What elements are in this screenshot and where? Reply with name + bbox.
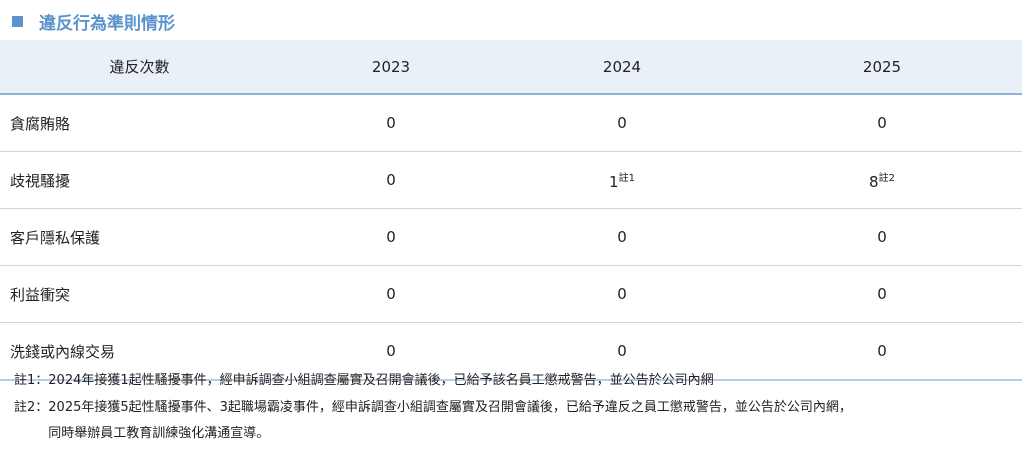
note-text: 同時舉辦員工教育訓練強化溝通宣導。 bbox=[48, 426, 270, 441]
row-label: 洗錢或內線交易 bbox=[0, 322, 280, 381]
note-text: 2025年接獲5起性騷擾事件、3起職場霸凌事件，經申訴調查小組調查屬實及召開會議… bbox=[48, 399, 852, 415]
row-label: 貪腐賄賂 bbox=[0, 94, 280, 152]
note-ref: 註2 bbox=[878, 173, 895, 184]
table-cell: 0 bbox=[502, 322, 742, 381]
row-label: 歧視騷擾 bbox=[0, 151, 280, 209]
table-cell: 8註2 bbox=[742, 151, 1022, 209]
table-row: 洗錢或內線交易 0 0 0 bbox=[0, 322, 1022, 381]
note-text: 2024年接獲1起性騷擾事件，經申訴調查小組調查屬實及召開會議後，已給予該名員工… bbox=[48, 373, 714, 388]
note-label: 註1： bbox=[14, 373, 49, 388]
row-label: 客戶隱私保護 bbox=[0, 208, 280, 266]
row-label: 利益衝突 bbox=[0, 265, 280, 323]
cell-value: 8 bbox=[869, 173, 879, 191]
notes: 註1： 2024年接獲1起性騷擾事件，經申訴調查小組調查屬實及召開會議後，已給予該… bbox=[14, 368, 852, 448]
table-cell: 0 bbox=[280, 94, 502, 152]
violation-table: 違反次數 2023 2024 2025 貪腐賄賂 0 0 0 歧視騷擾 0 1註1 8註2 客戶隱私保… bbox=[0, 40, 1022, 381]
table-cell: 0 bbox=[742, 94, 1022, 152]
title-text: 違反行為準則情形 bbox=[39, 13, 175, 34]
table-row: 利益衝突 0 0 0 bbox=[0, 265, 1022, 323]
title-icon bbox=[12, 15, 23, 27]
note-ref: 註1 bbox=[618, 173, 635, 184]
table-cell: 0 bbox=[280, 151, 502, 209]
table-cell: 0 bbox=[502, 265, 742, 323]
cell-value: 1 bbox=[609, 173, 619, 191]
table-cell: 0 bbox=[742, 322, 1022, 381]
note: 註1： 2024年接獲1起性騷擾事件，經申訴調查小組調查屬實及召開會議後，已給予該… bbox=[14, 368, 852, 395]
table-cell: 0 bbox=[742, 265, 1022, 323]
header-row: 違反次數 2023 2024 2025 bbox=[0, 40, 1022, 95]
column-header: 2025 bbox=[742, 40, 1022, 95]
note-lines: 2024年接獲1起性騷擾事件，經申訴調查小組調查屬實及召開會議後，已給予該名員工… bbox=[48, 368, 713, 395]
table-cell: 0 bbox=[742, 208, 1022, 266]
note: 註2： 2025年接獲5起性騷擾事件、3起職場霸凌事件，經申訴調查小組調查屬實及召… bbox=[14, 395, 852, 448]
table-cell: 0 bbox=[280, 322, 502, 381]
table-cell: 0 bbox=[502, 94, 742, 152]
note-lines: 2025年接獲5起性騷擾事件、3起職場霸凌事件，經申訴調查小組調查屬實及召開會議… bbox=[48, 395, 852, 448]
table-cell: 1註1 bbox=[502, 151, 742, 209]
column-header: 2024 bbox=[502, 40, 742, 95]
note-label: 註2： bbox=[14, 399, 49, 415]
table-cell: 0 bbox=[280, 208, 502, 266]
table-row: 歧視騷擾 0 1註1 8註2 bbox=[0, 151, 1022, 209]
table-cell: 0 bbox=[280, 265, 502, 323]
column-header: 2023 bbox=[280, 40, 502, 95]
column-header: 違反次數 bbox=[0, 40, 280, 95]
section-title: 違反行為準則情形 bbox=[12, 8, 175, 34]
table-row: 貪腐賄賂 0 0 0 bbox=[0, 94, 1022, 152]
table-body: 貪腐賄賂 0 0 0 歧視騷擾 0 1註1 8註2 客戶隱私保護 0 0 0 利益衝突 0 0 0 洗錢或內線交… bbox=[0, 94, 1022, 381]
table-row: 客戶隱私保護 0 0 0 bbox=[0, 208, 1022, 266]
table-cell: 0 bbox=[502, 208, 742, 266]
